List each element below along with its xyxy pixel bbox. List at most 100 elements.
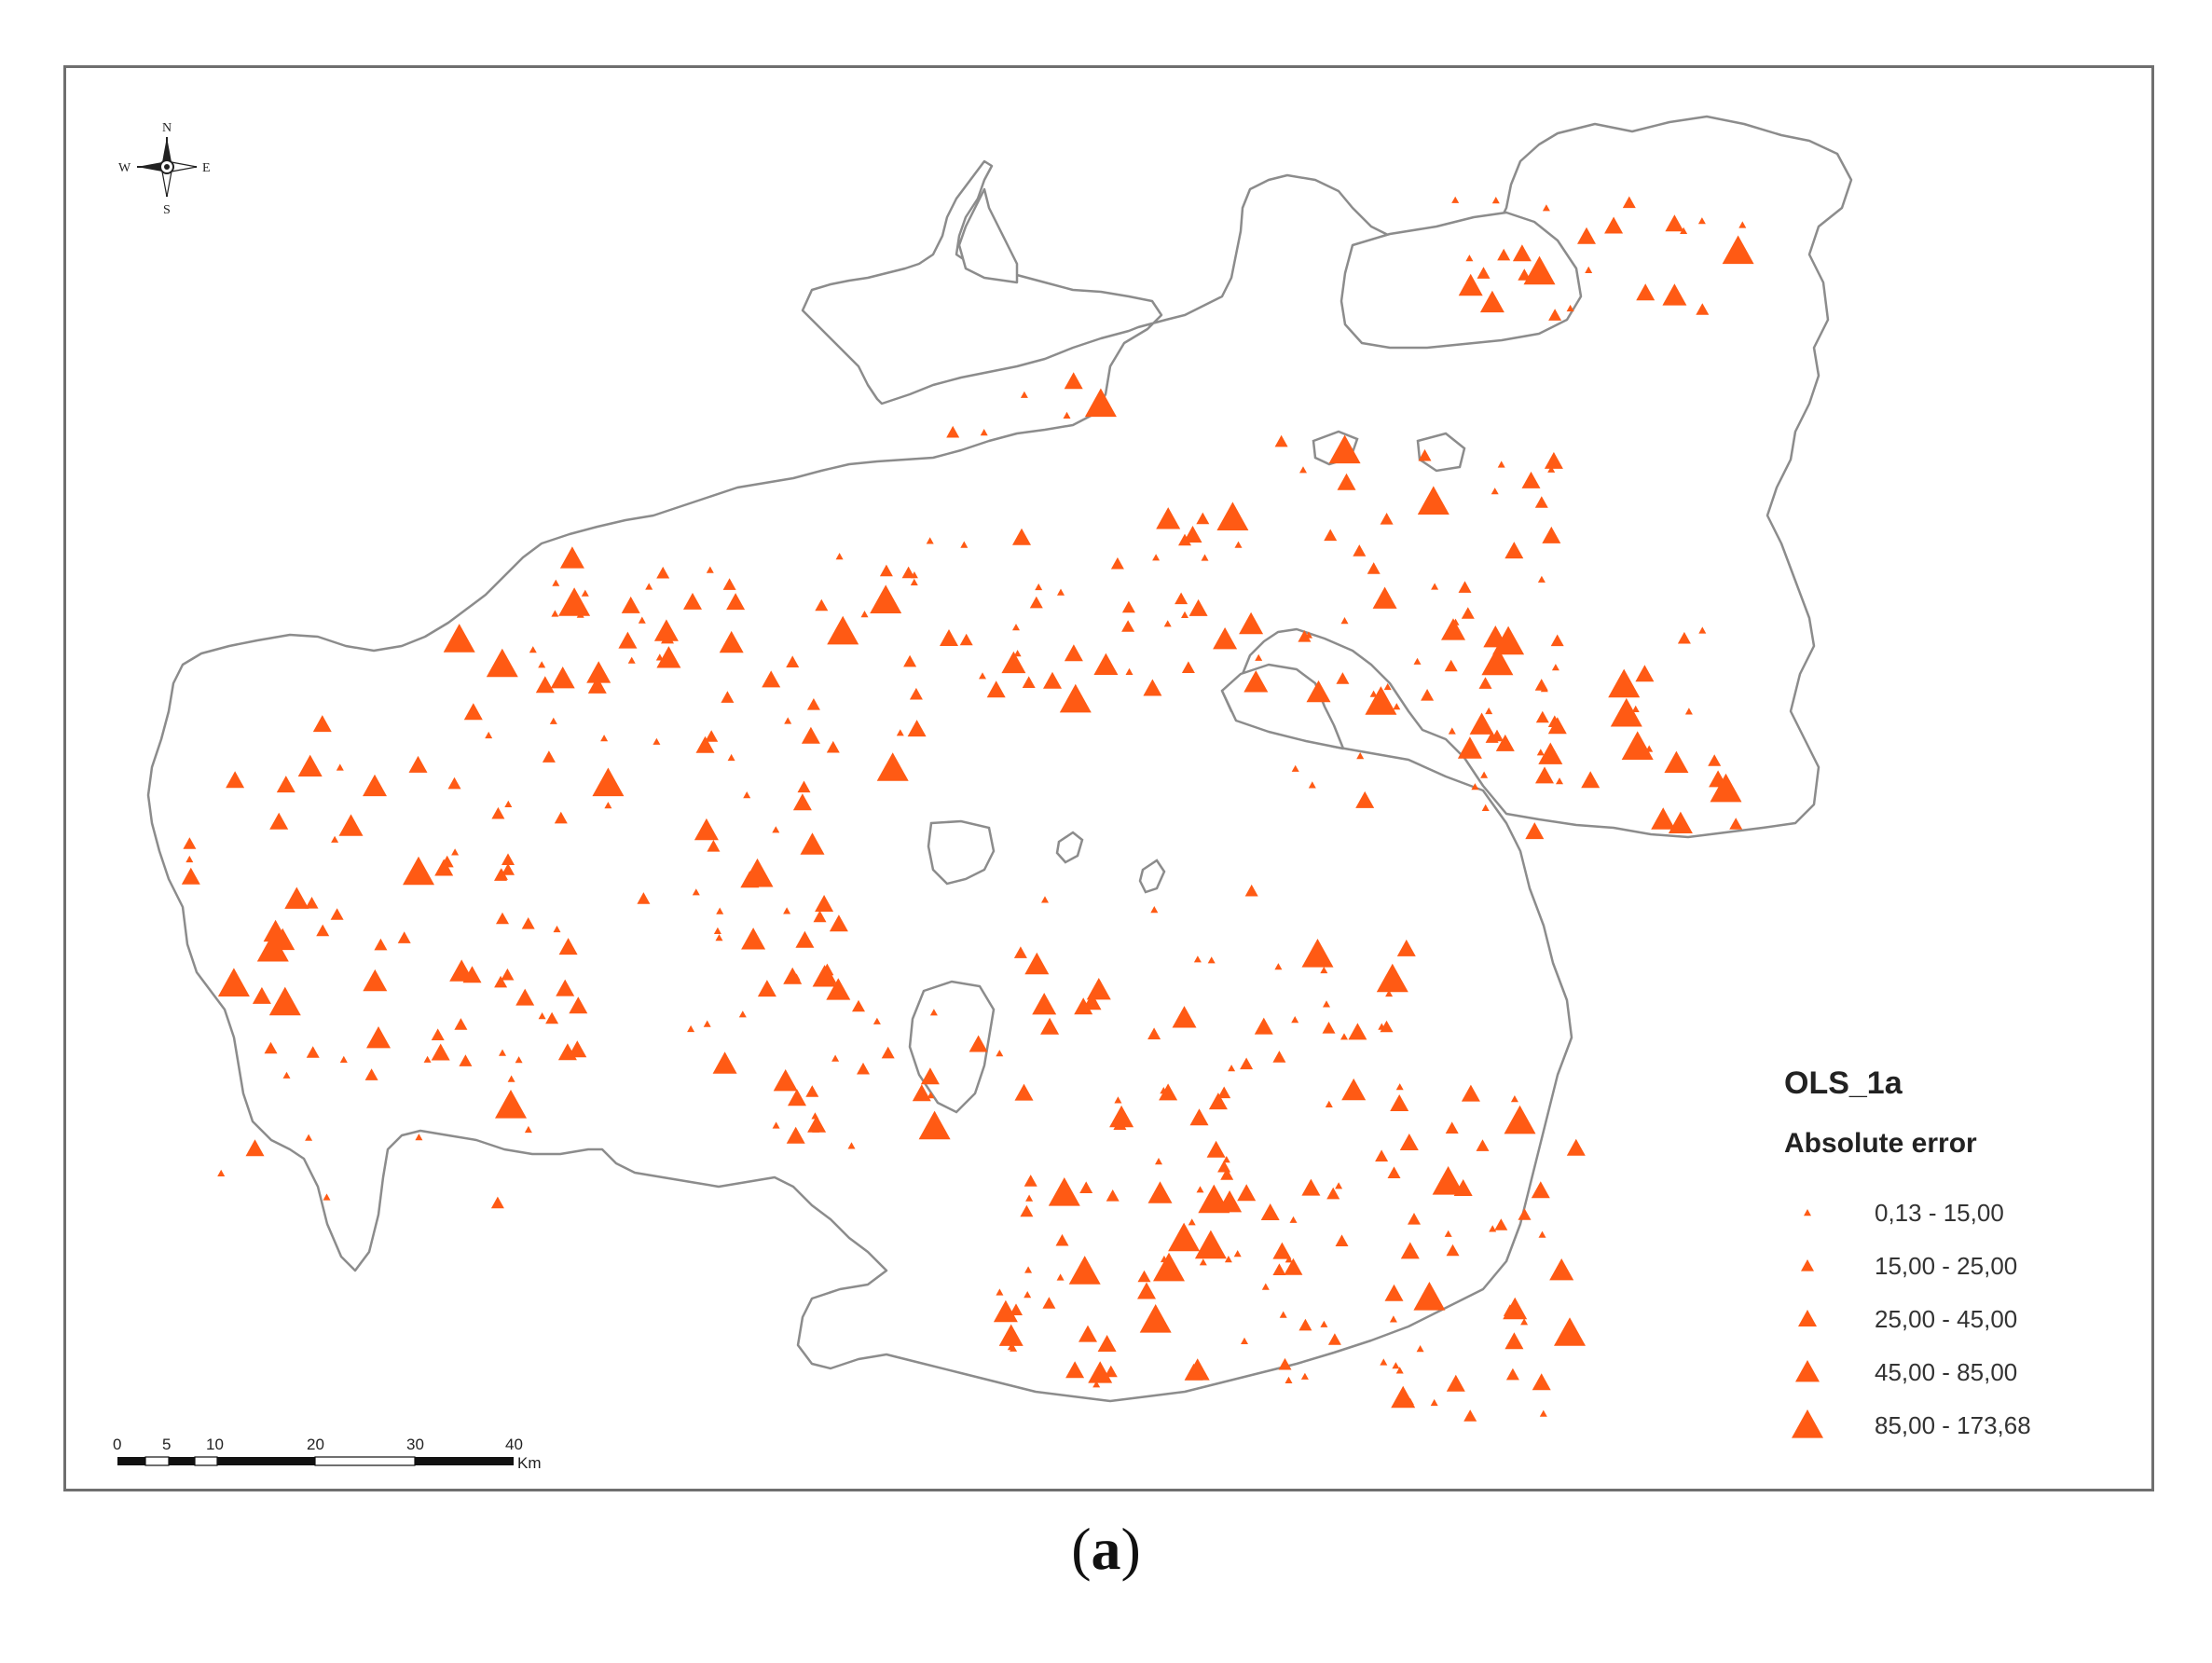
error-marker <box>592 767 625 797</box>
error-marker <box>1188 598 1208 616</box>
error-marker <box>907 720 927 737</box>
error-marker <box>538 1012 546 1020</box>
error-marker <box>1457 736 1482 759</box>
error-marker <box>1537 575 1546 583</box>
error-marker <box>1189 1108 1209 1126</box>
error-marker <box>800 832 825 855</box>
error-marker <box>515 988 535 1006</box>
error-marker <box>1241 1337 1248 1344</box>
error-marker <box>374 938 388 951</box>
error-marker <box>552 579 560 586</box>
error-marker <box>716 907 724 914</box>
error-marker <box>1665 214 1684 232</box>
error-marker <box>1208 1093 1228 1110</box>
error-marker <box>264 1041 278 1054</box>
error-marker <box>1032 993 1057 1015</box>
error-marker <box>1181 611 1188 618</box>
error-marker <box>847 1142 856 1149</box>
error-marker <box>979 672 986 680</box>
error-marker <box>1323 1000 1330 1008</box>
error-marker <box>1064 372 1083 390</box>
legend-symbol <box>1801 1259 1814 1271</box>
error-marker <box>998 1324 1024 1346</box>
error-marker <box>282 1071 291 1079</box>
error-marker <box>1518 1208 1532 1220</box>
error-marker <box>1697 217 1706 225</box>
error-marker <box>1029 596 1043 609</box>
error-marker <box>1365 686 1397 715</box>
error-marker <box>1224 1256 1232 1263</box>
error-marker <box>1396 939 1416 956</box>
error-marker <box>980 429 988 436</box>
error-marker <box>1216 502 1249 530</box>
error-marker <box>1082 993 1102 1010</box>
error-marker <box>788 1089 806 1106</box>
error-marker <box>226 771 245 789</box>
error-marker <box>621 596 640 613</box>
error-marker <box>550 667 575 689</box>
error-marker <box>1064 644 1083 662</box>
error-marker <box>1341 1078 1367 1101</box>
error-marker <box>1254 1017 1273 1035</box>
error-marker <box>1444 1230 1452 1237</box>
error-marker <box>1178 533 1191 546</box>
error-marker <box>831 1054 840 1062</box>
error-marker <box>1084 388 1117 418</box>
error-marker <box>431 1043 450 1061</box>
error-marker <box>339 1055 348 1063</box>
error-marker <box>1228 1065 1236 1072</box>
legend-symbol <box>1795 1360 1820 1382</box>
error-marker <box>1413 1282 1446 1311</box>
error-marker <box>721 691 735 703</box>
error-marker <box>451 848 460 856</box>
error-marker <box>1531 1181 1550 1199</box>
error-marker <box>1525 822 1545 840</box>
error-marker <box>1043 671 1062 689</box>
error-marker <box>901 566 915 579</box>
error-marker <box>1651 807 1676 830</box>
error-marker <box>1097 1335 1117 1352</box>
scale-tick-20: 20 <box>307 1436 324 1453</box>
scale-tick-30: 30 <box>406 1436 424 1453</box>
error-marker <box>524 1125 532 1134</box>
error-marker <box>415 1134 423 1141</box>
error-marker <box>969 1035 988 1052</box>
error-marker <box>1152 554 1161 561</box>
error-marker <box>1485 707 1493 715</box>
error-marker <box>1196 512 1210 525</box>
error-marker <box>1465 254 1474 262</box>
error-marker <box>538 661 546 668</box>
error-marker <box>1554 1317 1586 1346</box>
error-marker <box>726 593 746 611</box>
error-marker <box>1536 749 1545 756</box>
lake-outline <box>1340 211 1583 350</box>
error-marker <box>1495 734 1515 751</box>
error-marker <box>1542 204 1550 212</box>
region-outline <box>146 115 1853 1403</box>
error-marker <box>1274 963 1283 970</box>
error-marker <box>440 855 454 868</box>
error-marker <box>1441 618 1465 640</box>
error-marker <box>722 578 736 590</box>
error-marker <box>910 578 918 585</box>
error-marker <box>1430 1398 1438 1407</box>
island-outline-3 <box>1055 831 1084 864</box>
error-marker <box>812 1125 820 1133</box>
error-marker <box>727 753 735 762</box>
scale-bar: 0 5 10 20 30 40 Km <box>113 1436 542 1472</box>
error-marker <box>1383 682 1392 691</box>
error-marker <box>996 1288 1004 1296</box>
error-marker <box>297 754 323 777</box>
error-marker <box>423 1055 432 1063</box>
error-marker <box>922 1076 930 1083</box>
error-marker <box>807 1115 827 1133</box>
error-marker <box>1299 466 1307 474</box>
error-marker <box>1738 221 1747 228</box>
error-marker <box>181 867 200 885</box>
error-marker <box>1301 939 1334 968</box>
error-marker <box>1356 752 1365 760</box>
error-marker <box>1340 1033 1348 1040</box>
error-marker <box>1585 266 1593 273</box>
error-marker <box>784 717 792 724</box>
error-marker <box>1121 600 1135 613</box>
